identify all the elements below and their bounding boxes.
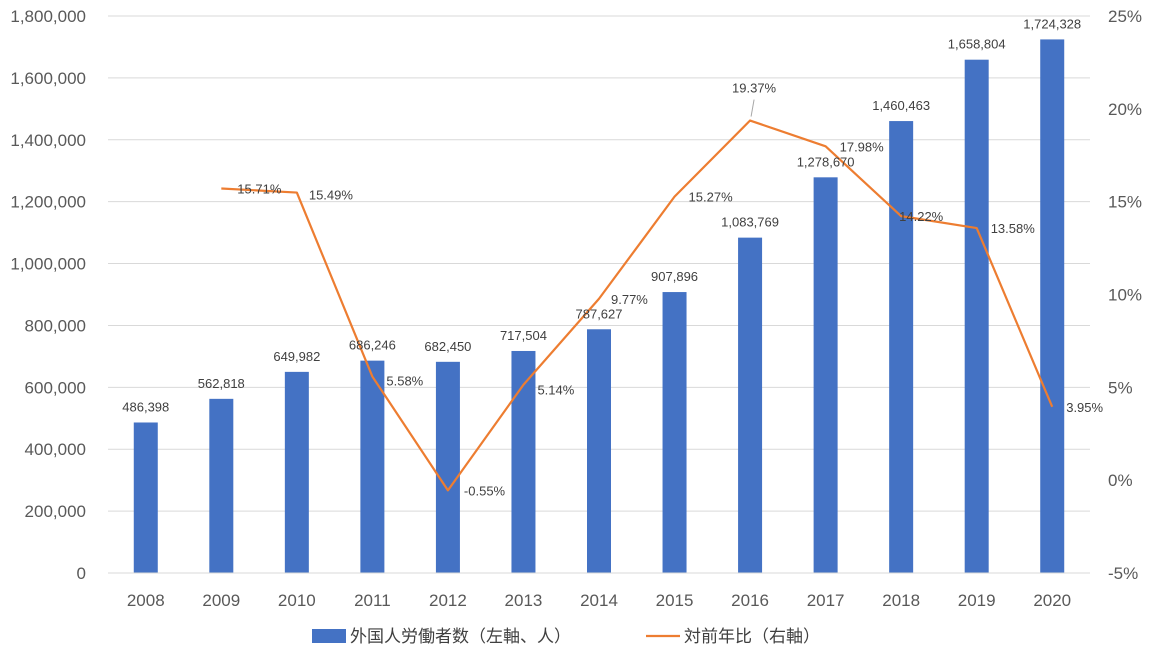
bar bbox=[1040, 39, 1065, 574]
line-series-path bbox=[221, 119, 1054, 492]
bar-data-label: 486,398 bbox=[122, 399, 169, 414]
x-axis-tick-label: 2016 bbox=[731, 591, 769, 610]
x-axis-tick-label: 2011 bbox=[354, 591, 391, 610]
left-axis-tick-label: 1,800,000 bbox=[10, 7, 86, 26]
left-axis-tick-label: 1,200,000 bbox=[10, 193, 86, 212]
bar bbox=[133, 422, 158, 573]
bar-data-label: 787,627 bbox=[576, 306, 623, 321]
bar bbox=[964, 59, 989, 573]
gridlines bbox=[108, 15, 1090, 512]
line-data-label: -0.55% bbox=[464, 483, 506, 498]
axes: 0 200,000 400,000 600,000 800,000 1,000,000 1,… bbox=[10, 7, 1142, 610]
x-axis-tick-label: 2019 bbox=[958, 591, 996, 610]
line-data-label: 13.58% bbox=[991, 221, 1036, 236]
right-axis-tick-label: 10% bbox=[1108, 286, 1142, 305]
bar-data-label: 1,658,804 bbox=[948, 37, 1006, 52]
bar bbox=[360, 360, 385, 573]
left-axis-tick-label: 1,600,000 bbox=[10, 69, 86, 88]
x-axis-tick-label: 2014 bbox=[580, 591, 618, 610]
right-axis-tick-label: 5% bbox=[1108, 378, 1133, 397]
right-axis-tick-label: 25% bbox=[1108, 7, 1142, 26]
bar bbox=[738, 237, 763, 573]
left-axis-tick-label: 0 bbox=[77, 564, 86, 583]
line-series bbox=[221, 119, 1054, 492]
x-axis-tick-label: 2017 bbox=[807, 591, 845, 610]
left-axis-tick-label: 1,000,000 bbox=[10, 255, 86, 274]
bar-data-label: 649,982 bbox=[273, 349, 320, 364]
legend-label: 外国人労働者数（左軸、人） bbox=[350, 627, 571, 647]
line-data-label: 15.71% bbox=[237, 181, 282, 196]
line-data-label: 19.37% bbox=[732, 81, 777, 96]
bar-series bbox=[133, 39, 1065, 574]
line-data-label: 14.22% bbox=[899, 209, 944, 224]
line-data-label: 3.95% bbox=[1066, 400, 1103, 415]
data-labels: 486,398 562,818 649,982 686,246 682,450 717,5… bbox=[122, 16, 1103, 498]
bar bbox=[662, 292, 687, 573]
x-axis-tick-label: 2012 bbox=[429, 591, 467, 610]
right-axis-tick-label: 15% bbox=[1108, 193, 1142, 212]
x-axis-tick-label: 2008 bbox=[127, 591, 165, 610]
x-axis-tick-label: 2020 bbox=[1033, 591, 1071, 610]
leader-line bbox=[750, 99, 755, 117]
left-axis-tick-label: 1,400,000 bbox=[10, 131, 86, 150]
bar bbox=[511, 350, 536, 573]
left-axis-tick-label: 400,000 bbox=[25, 440, 86, 459]
bar-data-label: 686,246 bbox=[349, 338, 396, 353]
right-axis-tick-label: 0% bbox=[1108, 471, 1133, 490]
x-axis-tick-label: 2015 bbox=[656, 591, 694, 610]
bar-data-label: 1,278,670 bbox=[797, 154, 855, 169]
line-data-label: 5.14% bbox=[537, 383, 574, 398]
line-data-label: 5.58% bbox=[386, 374, 423, 389]
bar bbox=[435, 361, 460, 573]
bar-data-label: 1,724,328 bbox=[1023, 16, 1081, 31]
left-axis-tick-label: 600,000 bbox=[25, 378, 86, 397]
line-data-label: 15.27% bbox=[689, 190, 734, 205]
bar bbox=[284, 371, 309, 573]
left-axis-tick-label: 800,000 bbox=[25, 316, 86, 335]
x-axis-tick-label: 2013 bbox=[505, 591, 543, 610]
bar-data-label: 1,083,769 bbox=[721, 215, 779, 230]
right-axis-tick-label: 20% bbox=[1108, 100, 1142, 119]
bar-data-label: 717,504 bbox=[500, 328, 547, 343]
bar bbox=[209, 398, 234, 573]
bar bbox=[889, 121, 914, 573]
legend-bar-swatch bbox=[312, 629, 346, 643]
legend-label: 対前年比（右軸） bbox=[684, 627, 820, 647]
bar bbox=[813, 177, 838, 573]
bar-data-label: 907,896 bbox=[651, 269, 698, 284]
x-axis-tick-label: 2009 bbox=[202, 591, 240, 610]
x-axis-tick-label: 2010 bbox=[278, 591, 316, 610]
right-axis-tick-label: -5% bbox=[1108, 564, 1138, 583]
left-axis-tick-label: 200,000 bbox=[25, 502, 86, 521]
bar bbox=[587, 329, 611, 573]
legend: 外国人労働者数（左軸、人） 対前年比（右軸） bbox=[312, 627, 820, 647]
line-data-label: 15.49% bbox=[309, 188, 354, 203]
bar-data-label: 1,460,463 bbox=[872, 98, 930, 113]
bar-data-label: 682,450 bbox=[424, 339, 471, 354]
line-data-label: 17.98% bbox=[840, 139, 885, 154]
bar-data-label: 562,818 bbox=[198, 376, 245, 391]
line-data-label: 9.77% bbox=[611, 292, 648, 307]
x-axis-tick-label: 2018 bbox=[882, 591, 920, 610]
